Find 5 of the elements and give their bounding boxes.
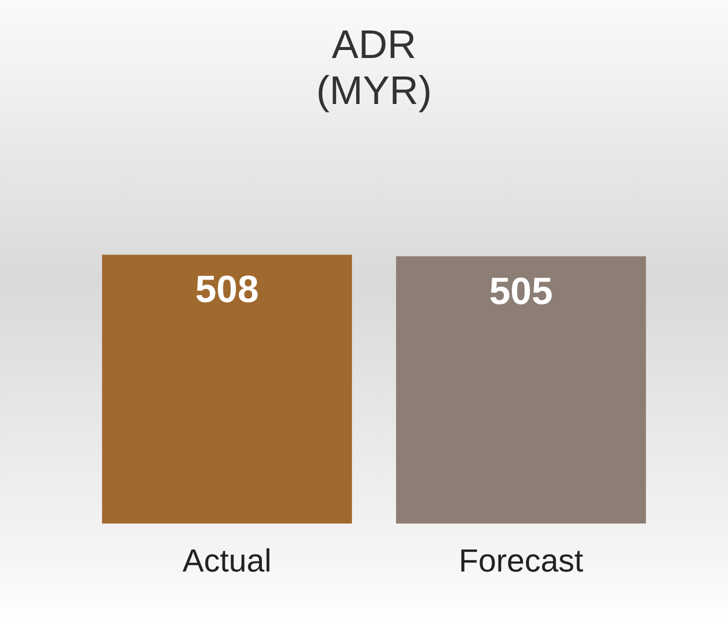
x-tick-label: Actual [182,542,272,579]
chart-title: ADR (MYR) [316,23,432,114]
data-label: 508 [195,269,259,312]
x-tick-label: Forecast [458,542,584,579]
data-label: 505 [489,270,553,313]
